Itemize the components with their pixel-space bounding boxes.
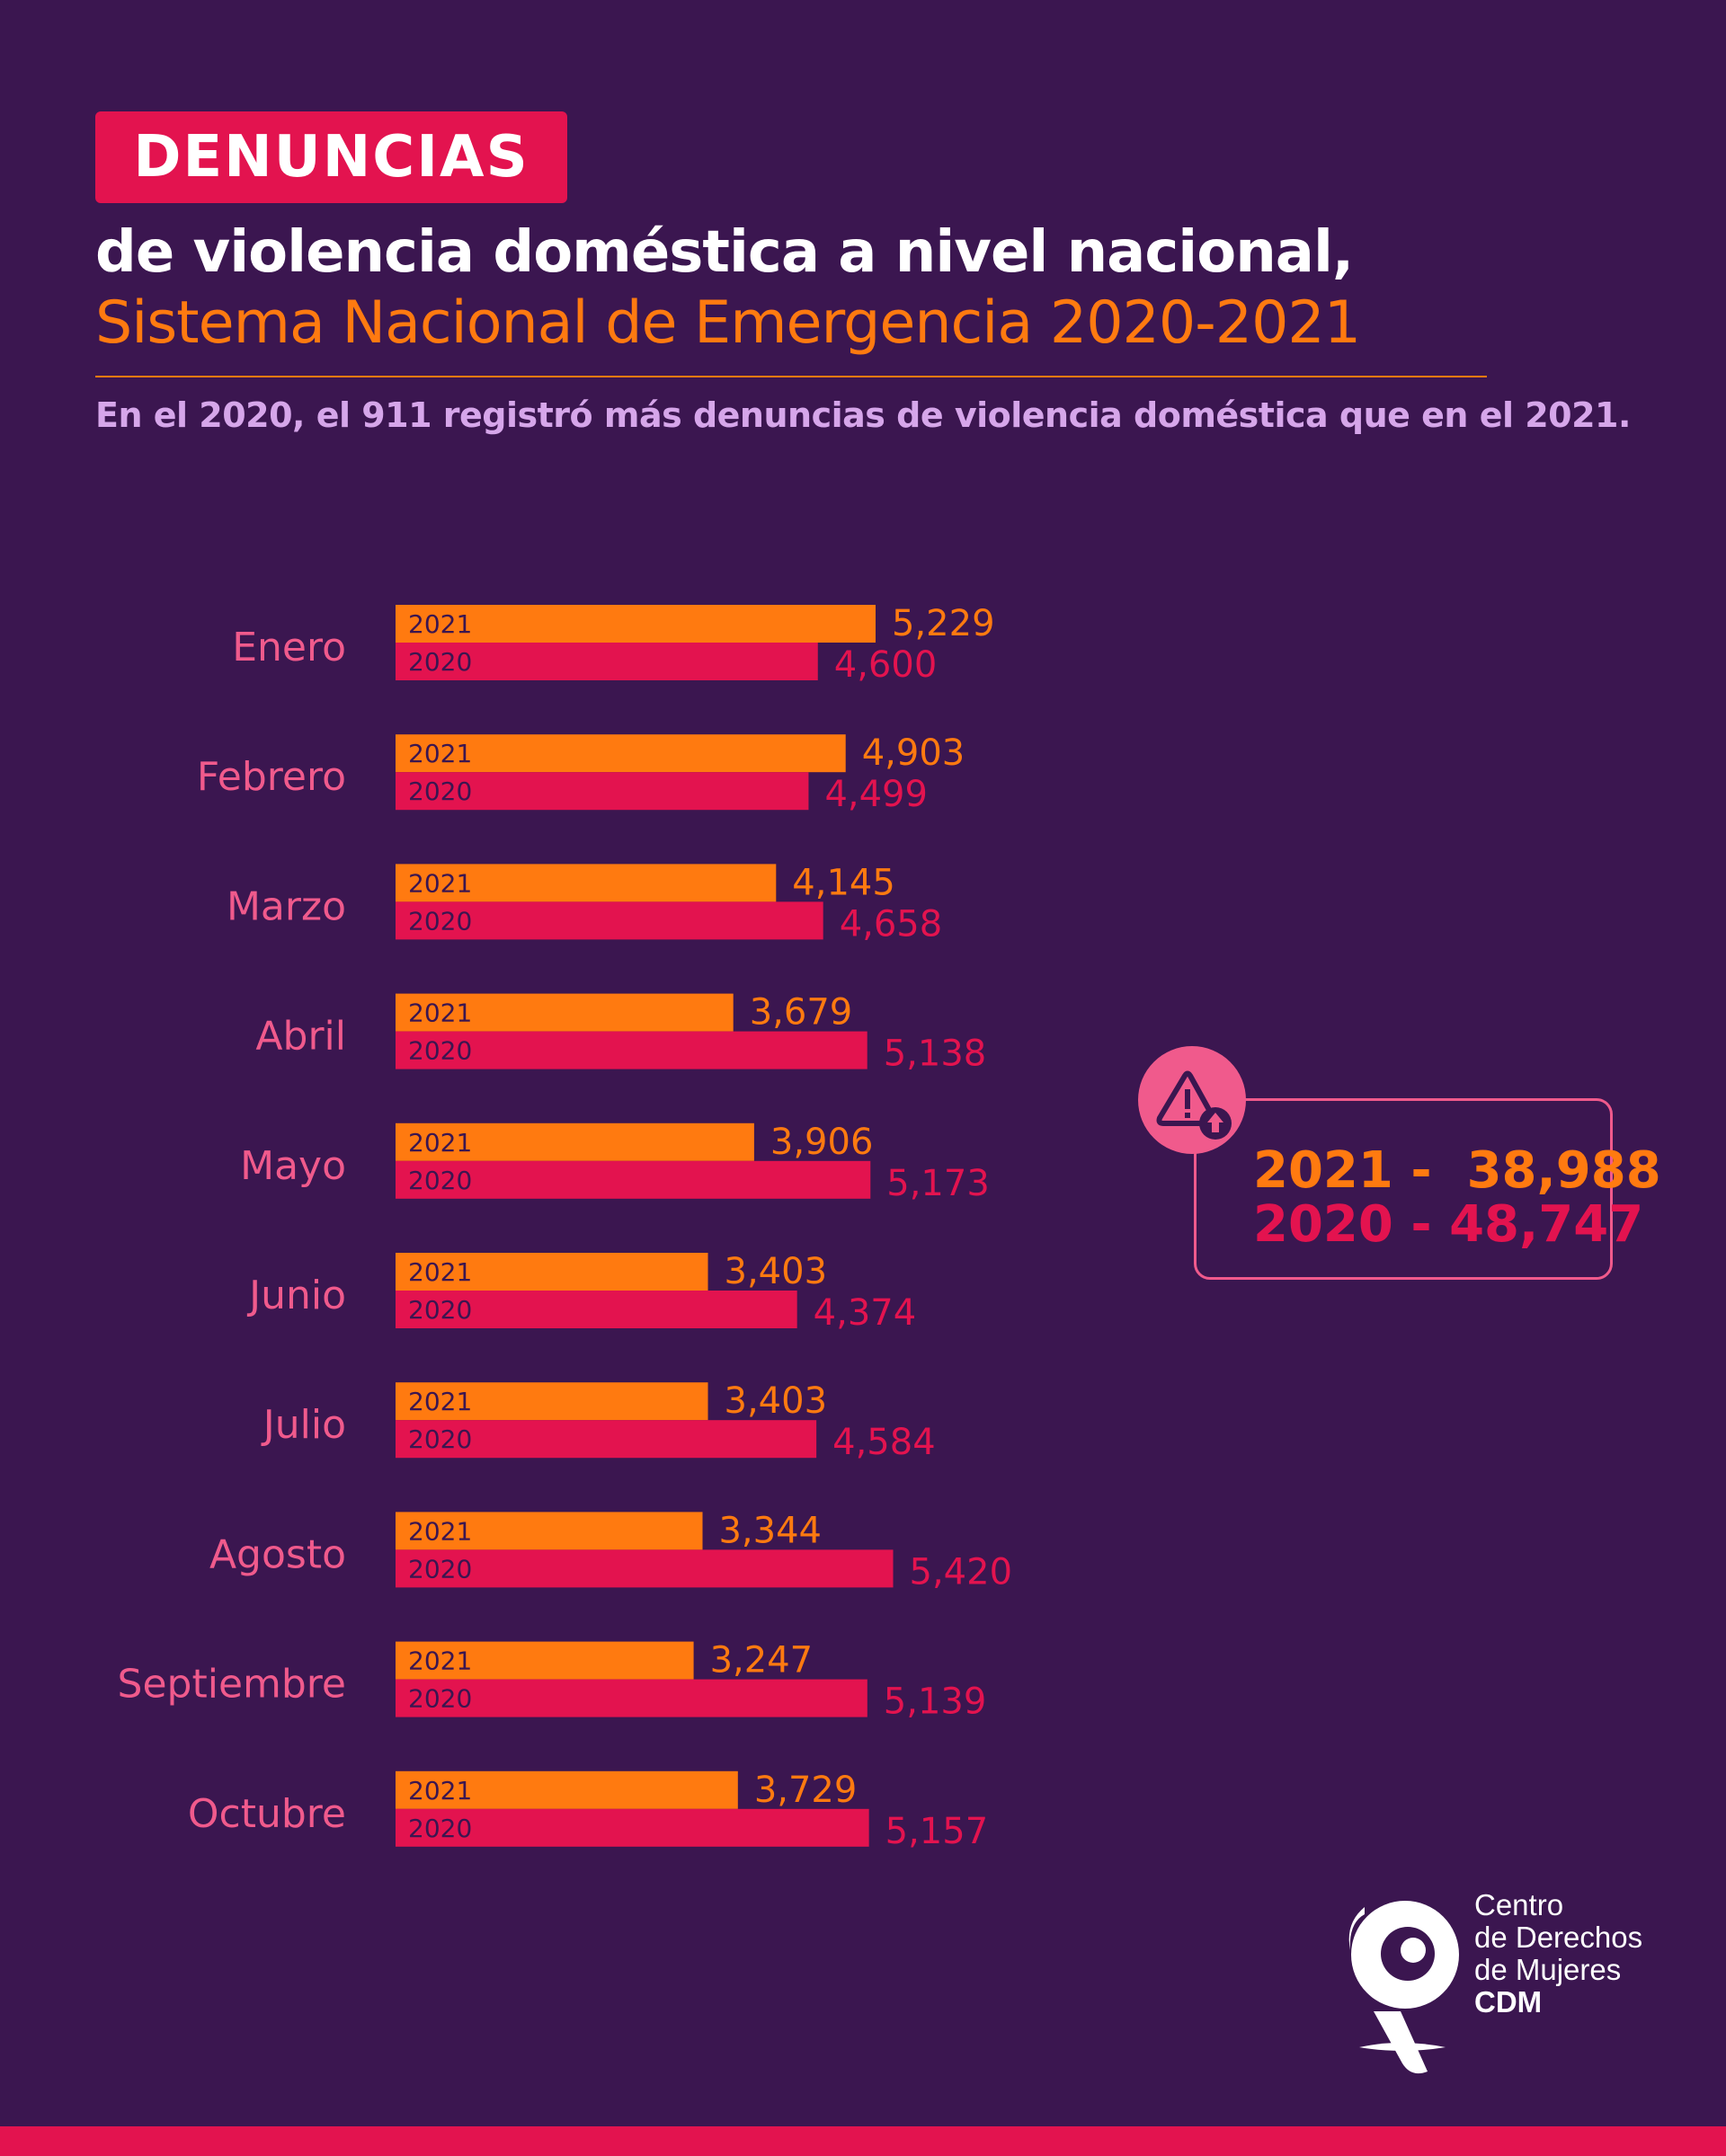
value-label-2020-junio: 4,374 [814,1292,917,1334]
bar-2021-mayo [396,1122,754,1161]
bar-year-label: 2021 [408,1646,472,1676]
value-label-2020-septiembre: 5,139 [884,1681,987,1723]
bar-2020-abril [396,1031,867,1069]
bar-year-label: 2020 [408,647,472,677]
value-label-2021-febrero: 4,903 [862,732,965,774]
month-label-marzo: Marzo [227,883,346,929]
bar-year-label: 2021 [408,868,472,898]
value-label-2021-abril: 3,679 [750,992,853,1034]
bar-year-label: 2020 [408,1684,472,1714]
bar-2021-enero [396,605,876,643]
bar-2021-febrero [396,734,846,773]
bar-2021-septiembre [396,1641,694,1680]
bottom-bar [0,2126,1726,2156]
bar-2020-junio [396,1291,797,1328]
month-label-octubre: Octubre [188,1791,346,1837]
bar-2021-julio [396,1382,708,1421]
value-label-2021-julio: 3,403 [725,1380,828,1422]
bar-year-label: 2021 [408,739,472,768]
title-divider [95,376,1487,377]
value-label-2021-septiembre: 3,247 [710,1640,814,1681]
value-label-2020-abril: 5,138 [884,1034,987,1075]
bar-year-label: 2021 [408,1516,472,1546]
bar-2021-marzo [396,864,777,902]
value-label-2021-mayo: 3,906 [770,1122,874,1163]
month-label-febrero: Febrero [197,754,346,800]
bar-2020-marzo [396,901,823,940]
bar-2021-agosto [396,1512,703,1550]
chart-caption: En el 2020, el 911 registró más denuncia… [95,395,1631,435]
logo-text-line3: de Mujeres [1474,1953,1622,1986]
value-label-2020-agosto: 5,420 [910,1551,1013,1593]
value-label-2021-octubre: 3,729 [754,1770,858,1811]
value-label-2021-marzo: 4,145 [792,862,895,903]
value-label-2020-marzo: 4,658 [840,903,943,945]
month-label-abril: Abril [255,1014,346,1060]
bar-year-label: 2021 [408,1387,472,1416]
value-label-2020-mayo: 5,173 [886,1163,990,1204]
title-badge: DENUNCIAS [95,111,567,203]
logo-text-line1: Centro [1474,1888,1564,1921]
bar-year-label: 2021 [408,1257,472,1287]
bar-2020-enero [396,643,818,680]
value-label-2020-julio: 4,584 [832,1422,936,1463]
month-label-septiembre: Septiembre [118,1662,346,1708]
month-label-agosto: Agosto [209,1531,346,1577]
bar-year-label: 2020 [408,1814,472,1843]
bar-year-label: 2020 [408,776,472,806]
value-label-2021-enero: 5,229 [892,603,995,644]
value-label-2021-junio: 3,403 [725,1251,828,1292]
badge-text: DENUNCIAS [133,124,529,191]
bar-2020-septiembre [396,1679,867,1717]
bar-2021-abril [396,993,734,1032]
bar-year-label: 2020 [408,1424,472,1454]
bar-year-label: 2021 [408,1128,472,1158]
logo-text-line2: de Derechos [1474,1921,1643,1954]
bar-year-label: 2021 [408,609,472,639]
bar-2020-octubre [396,1808,869,1847]
value-label-2021-agosto: 3,344 [718,1510,822,1551]
bar-year-label: 2020 [408,1295,472,1325]
bar-2020-julio [396,1420,817,1459]
bar-2021-junio [396,1253,708,1291]
month-label-mayo: Mayo [240,1143,346,1189]
warning-triangle-icon [1138,1046,1246,1154]
bar-2020-febrero [396,772,809,811]
bar-2020-mayo [396,1160,871,1199]
page-subtitle: Sistema Nacional de Emergencia 2020-2021 [95,289,1361,357]
value-label-2020-octubre: 5,157 [885,1811,989,1852]
month-label-enero: Enero [232,625,346,670]
bar-year-label: 2020 [408,1166,472,1195]
month-label-julio: Julio [261,1402,346,1448]
totals-box [1194,1098,1613,1280]
value-label-2020-enero: 4,600 [834,644,938,686]
bar-year-label: 2021 [408,998,472,1028]
bar-2020-agosto [396,1549,894,1588]
bar-year-label: 2020 [408,1554,472,1584]
month-label-junio: Junio [246,1273,346,1318]
bar-year-label: 2020 [408,1036,472,1066]
value-label-2020-febrero: 4,499 [824,774,928,815]
bar-year-label: 2021 [408,1776,472,1806]
bar-year-label: 2020 [408,906,472,936]
cdm-logo: Centro de Derechos de Mujeres CDM [1338,1887,1661,2081]
total-2020: 2020 - 48,747 [1253,1195,1644,1254]
page-title: de violencia doméstica a nivel nacional, [95,219,1354,286]
total-2021: 2021 - 38,988 [1253,1141,1661,1200]
bar-2021-octubre [396,1770,738,1809]
logo-text-cdm: CDM [1474,1985,1543,2018]
cdm-logo-icon [1348,1901,1459,2074]
